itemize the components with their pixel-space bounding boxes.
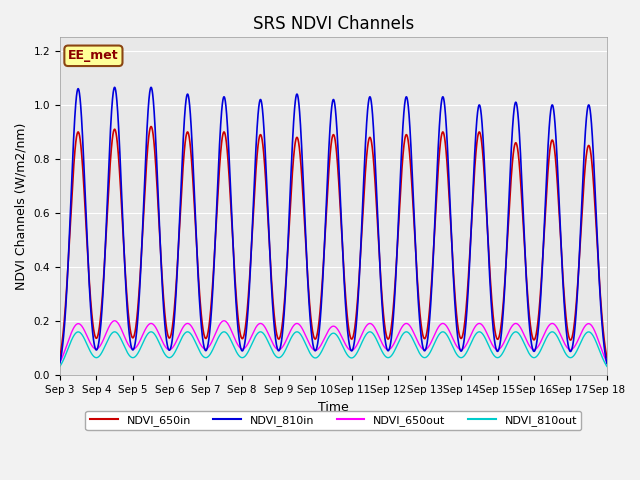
X-axis label: Time: Time xyxy=(318,400,349,413)
Legend: NDVI_650in, NDVI_810in, NDVI_650out, NDVI_810out: NDVI_650in, NDVI_810in, NDVI_650out, NDV… xyxy=(85,411,581,431)
Title: SRS NDVI Channels: SRS NDVI Channels xyxy=(253,15,414,33)
Text: EE_met: EE_met xyxy=(68,49,119,62)
Y-axis label: NDVI Channels (W/m2/nm): NDVI Channels (W/m2/nm) xyxy=(15,122,28,290)
